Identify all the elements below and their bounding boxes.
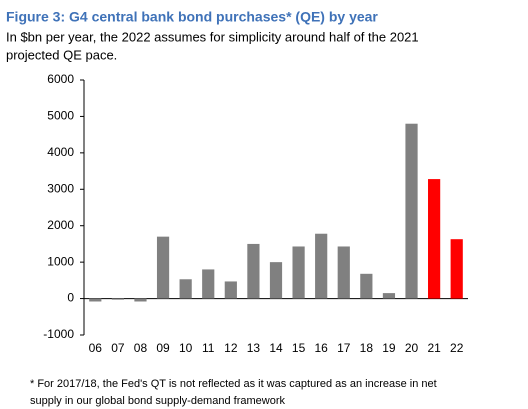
bar	[111, 298, 124, 300]
x-tick-label: 13	[247, 341, 261, 355]
y-tick-label: 2000	[47, 218, 74, 232]
bar	[156, 236, 170, 299]
x-tick-label: 15	[292, 341, 306, 355]
x-tick-label: 21	[427, 341, 441, 355]
x-tick-label: 14	[269, 341, 283, 355]
bar	[337, 246, 350, 299]
x-tick-label: 20	[405, 341, 419, 355]
x-tick-label: 08	[134, 341, 148, 355]
y-tick-label: 4000	[47, 145, 74, 159]
x-tick-label: 22	[450, 341, 464, 355]
y-tick-label: -1000	[43, 327, 74, 341]
x-tick-label: 16	[314, 341, 328, 355]
bar	[405, 123, 418, 299]
chart-title: Figure 3: G4 central bank bond purchases…	[6, 9, 378, 25]
bar	[247, 243, 260, 299]
y-tick-label: 3000	[47, 181, 74, 195]
y-tick-label: 0	[67, 291, 74, 305]
bar	[428, 179, 441, 299]
x-tick-label: 10	[179, 341, 193, 355]
y-tick-label: 1000	[47, 254, 74, 268]
bar	[382, 293, 396, 299]
bar	[292, 246, 305, 299]
x-tick-label: 07	[111, 341, 125, 355]
bar	[269, 262, 283, 299]
bar	[202, 269, 215, 299]
x-tick-label: 19	[382, 341, 396, 355]
x-tick-label: 06	[89, 341, 103, 355]
chart-subtitle: In $bn per year, the 2022 assumes for si…	[6, 29, 419, 44]
y-tick-label: 6000	[47, 72, 74, 86]
bar	[134, 298, 147, 302]
bar	[450, 239, 463, 299]
bar	[179, 279, 192, 299]
footnote: supply in our global bond supply-demand …	[30, 395, 285, 407]
footnote: * For 2017/18, the Fed's QT is not refle…	[30, 378, 437, 390]
x-tick-label: 12	[224, 341, 238, 355]
bar	[315, 233, 328, 299]
x-tick-label: 17	[337, 341, 351, 355]
chart-subtitle: projected QE pace.	[6, 47, 117, 62]
bar	[89, 298, 102, 302]
x-tick-label: 11	[202, 341, 215, 355]
x-tick-label: 18	[360, 341, 374, 355]
bar	[224, 281, 237, 299]
y-tick-label: 5000	[47, 109, 74, 123]
bar	[360, 273, 373, 299]
x-tick-label: 09	[156, 341, 170, 355]
